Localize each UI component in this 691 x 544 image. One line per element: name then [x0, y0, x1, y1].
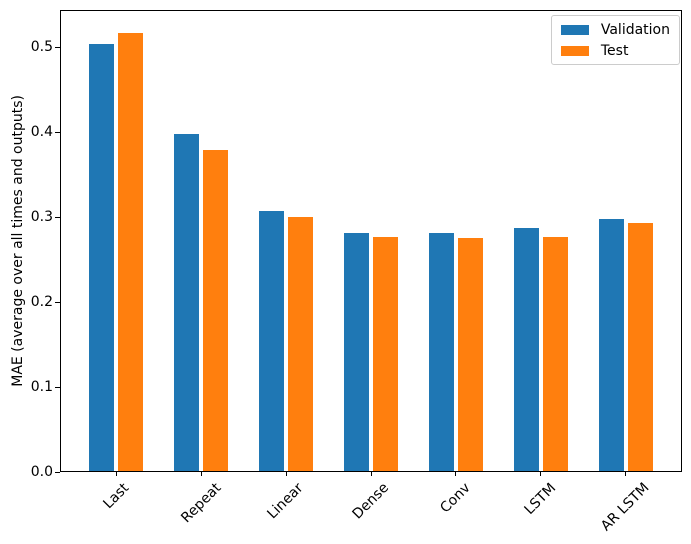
x-tick-mark	[285, 472, 287, 476]
test-bar-ar-lstm	[627, 223, 654, 471]
y-axis-label: MAE (average over all times and outputs)	[10, 95, 26, 387]
y-tick-label: 0.4	[30, 124, 53, 141]
legend-label-validation: Validation	[600, 21, 670, 38]
x-tick-label: Linear	[264, 480, 307, 523]
test-bar-repeat	[202, 150, 229, 471]
x-tick-mark	[625, 472, 627, 476]
validation-bar-dense	[343, 232, 370, 471]
test-bar-last	[117, 32, 144, 471]
y-tick-mark	[55, 301, 60, 303]
y-tick-label: 0.1	[30, 379, 53, 396]
x-tick-mark	[455, 472, 457, 476]
x-tick-label: Dense	[349, 479, 393, 523]
legend: Validation Test	[550, 15, 680, 65]
y-axis-label-wrap: MAE (average over all times and outputs)	[8, 10, 28, 472]
x-tick-label: Conv	[437, 480, 474, 517]
x-tick-mark	[370, 472, 372, 476]
y-tick-label: 0.0	[30, 464, 53, 480]
y-tick-mark	[55, 471, 60, 473]
test-bar-dense	[372, 236, 399, 471]
validation-bar-last	[88, 43, 115, 471]
test-bar-linear	[287, 217, 314, 471]
legend-label-test: Test	[600, 42, 629, 59]
x-tick-mark	[200, 472, 202, 476]
y-tick-label: 0.2	[30, 294, 53, 311]
x-tick-mark	[540, 472, 542, 476]
y-tick-label: 0.5	[30, 39, 53, 56]
validation-bar-repeat	[173, 133, 200, 471]
y-tick-label: 0.3	[30, 209, 53, 226]
test-color-swatch	[560, 45, 589, 56]
x-tick-label: AR LSTM	[598, 479, 653, 535]
validation-bar-ar-lstm	[598, 218, 625, 471]
validation-bar-linear	[258, 211, 285, 471]
test-bar-lstm	[542, 236, 569, 471]
validation-color-swatch	[560, 24, 589, 35]
x-tick-label: Repeat	[177, 479, 224, 527]
plot-area	[60, 10, 682, 472]
x-tick-mark	[115, 472, 117, 476]
y-tick-mark	[55, 46, 60, 48]
y-tick-mark	[55, 216, 60, 218]
validation-bar-lstm	[513, 228, 540, 471]
legend-entry-validation: Validation	[560, 21, 670, 38]
legend-entry-test: Test	[560, 42, 670, 59]
y-tick-mark	[55, 131, 60, 133]
y-tick-mark	[55, 386, 60, 388]
validation-bar-conv	[428, 232, 455, 471]
x-tick-label: LSTM	[521, 479, 560, 518]
test-bar-conv	[457, 238, 484, 471]
x-tick-label: Last	[99, 479, 132, 512]
